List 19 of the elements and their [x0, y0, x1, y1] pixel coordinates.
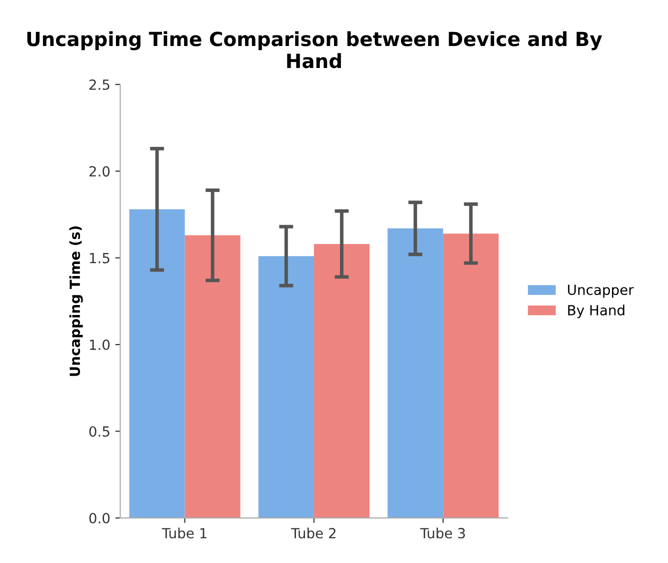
y-axis-title: Uncapping Time (s): [69, 226, 83, 376]
y-tick-label: 0.5: [89, 426, 110, 437]
y-tick-label: 2.5: [89, 79, 110, 90]
x-tick-label: Tube 2: [291, 528, 336, 538]
legend-label: Uncapper: [568, 284, 634, 298]
bar: [184, 235, 240, 518]
bar: [129, 209, 185, 518]
y-tick-label: 1.0: [90, 340, 110, 350]
x-tick-label: Tube 3: [420, 528, 465, 538]
chart-title: Uncapping Time Comparison between Device and By Hand: [27, 31, 602, 68]
bar: [258, 256, 314, 518]
bar: [388, 228, 444, 518]
y-tick-label: 0.0: [89, 512, 110, 524]
legend-label: By Hand: [568, 304, 624, 318]
bar: [314, 244, 370, 518]
bar: [443, 234, 499, 518]
x-tick-label: Tube 1: [162, 528, 206, 538]
y-tick-label: 2.0: [89, 166, 110, 177]
y-tick-label: 1.5: [90, 253, 110, 264]
